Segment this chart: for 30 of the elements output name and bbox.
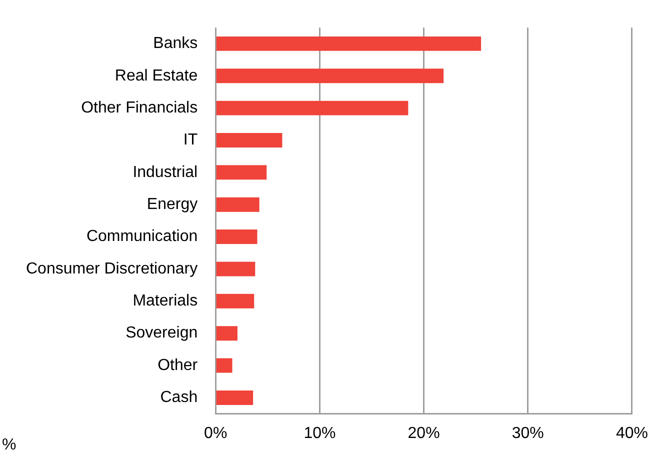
- y-tick-label: Banks: [153, 35, 198, 52]
- bar: [216, 358, 232, 373]
- bar: [216, 390, 254, 405]
- bar: [216, 36, 482, 51]
- x-tick-label: 0%: [204, 424, 228, 442]
- y-tick-label: Real Estate: [114, 67, 198, 84]
- x-tick-label: 20%: [408, 424, 440, 442]
- y-tick-label: Communication: [86, 228, 198, 246]
- y-tick-label: IT: [183, 132, 198, 149]
- y-tick-label: Cash: [160, 389, 198, 406]
- bar: [216, 230, 258, 244]
- bar: [216, 294, 254, 308]
- bar: [216, 326, 238, 341]
- x-tick-label: 30%: [512, 424, 544, 442]
- bar: [216, 68, 444, 84]
- bar: [216, 100, 408, 116]
- x-tick-label: 40%: [616, 424, 648, 442]
- x-tick-label: 10%: [304, 424, 336, 442]
- y-tick-label: Industrial: [132, 164, 198, 181]
- y-tick-label: Other Financials: [81, 99, 198, 116]
- y-tick-label: Materials: [132, 292, 198, 310]
- bar: [216, 133, 282, 148]
- x-axis-title: %: [2, 436, 16, 454]
- y-tick-label: Sovereign: [126, 324, 198, 342]
- bar: [216, 165, 267, 180]
- bar: [216, 262, 256, 276]
- y-tick-label: Energy: [146, 196, 198, 214]
- y-tick-label: Consumer Discretionary: [26, 260, 198, 278]
- y-tick-label: Other: [158, 356, 198, 374]
- bar: [216, 197, 260, 212]
